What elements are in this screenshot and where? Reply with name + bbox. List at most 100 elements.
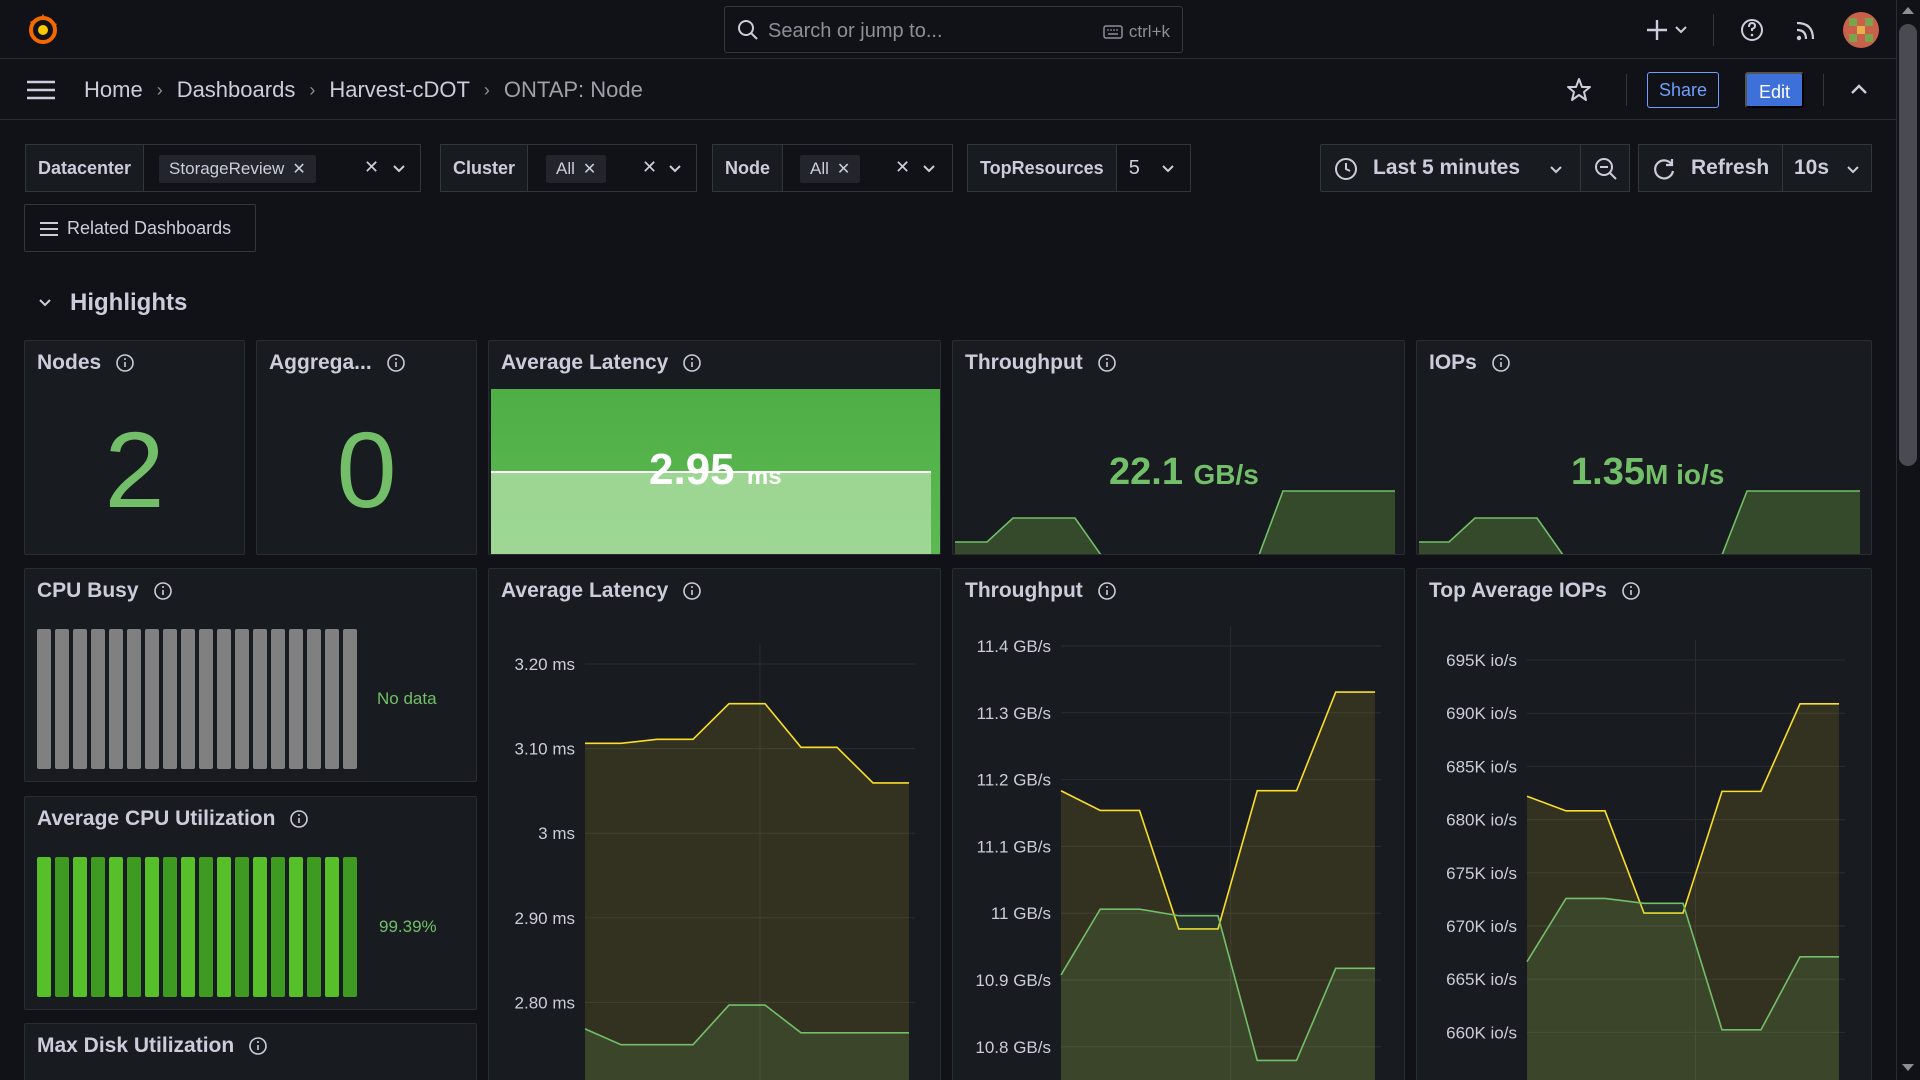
remove-chip-icon[interactable]: ✕ [582,161,597,178]
info-icon[interactable] [153,581,173,601]
gauge-bar [325,857,339,997]
scroll-up-icon[interactable] [1900,4,1916,16]
gauge-bar [271,857,285,997]
user-avatar[interactable] [1843,12,1879,48]
select-value: 5 [1128,157,1140,179]
avatar-image-icon [1843,12,1879,48]
chevron-down-icon[interactable] [1159,159,1177,177]
chevron-down-icon[interactable] [920,159,938,177]
panel-throughput-timeseries[interactable]: Throughput 11.4 GB/s 11.3 GB/s 11.2 GB/s 11… [952,568,1405,1080]
info-icon[interactable] [115,353,135,373]
info-icon[interactable] [682,353,702,373]
stat-sparkline [491,471,931,554]
y-tick-label: 3 ms [538,824,575,843]
y-tick-label: 685K io/s [1446,757,1517,776]
zoom-out-button[interactable] [1580,144,1630,192]
series-area [1527,898,1839,1080]
refresh-picker[interactable]: Refresh 10s [1638,144,1872,192]
gauge-bar [55,629,69,769]
refresh-icon[interactable] [1651,156,1677,182]
help-icon[interactable] [1734,12,1770,48]
node-select[interactable]: All ✕ ✕ [783,144,953,192]
chevron-up-icon[interactable] [1848,78,1870,100]
menu-icon[interactable] [25,78,57,102]
info-icon[interactable] [248,1036,268,1056]
chevron-down-icon[interactable] [36,294,54,312]
share-button[interactable]: Share [1647,72,1720,108]
info-icon[interactable] [1097,581,1117,601]
gauge-bar [127,629,141,769]
related-dashboards-button[interactable]: Related Dashboards [24,204,256,252]
news-rss-icon[interactable] [1788,12,1824,48]
panel-title: CPU Busy [37,579,173,603]
top-resources-select[interactable]: 5 [1116,144,1191,192]
clock-icon [1335,158,1357,180]
scrollbar-thumb[interactable] [1899,24,1917,466]
shortcut-label: ctrl+k [1128,22,1170,41]
breadcrumb-folder[interactable]: Harvest-cDOT [329,77,470,102]
series-area [585,1005,909,1080]
refresh-interval[interactable]: 10s [1794,156,1830,179]
gauge-bar [73,857,87,997]
panel-title-text: Average CPU Utilization [37,807,276,830]
clear-icon[interactable]: ✕ [642,157,658,177]
row-highlights[interactable]: Highlights [36,289,187,317]
y-tick-label: 11.2 GB/s [977,771,1051,790]
series-line [1526,702,1839,914]
stat-value: 1.35M io/s [1571,451,1724,494]
panel-aggregates[interactable]: Aggrega... 0 [256,340,477,555]
gauge-bar [163,857,177,997]
time-range-label: Last 5 minutes [1373,156,1521,179]
panel-nodes[interactable]: Nodes 2 [24,340,245,555]
panel-average-latency-timeseries[interactable]: Average Latency 3.20 ms 3.10 ms 3 ms 2.90 m… [488,568,941,1080]
info-icon[interactable] [386,353,406,373]
gauge-bar [91,629,105,769]
refresh-label[interactable]: Refresh [1691,156,1770,179]
clear-icon[interactable]: ✕ [364,157,380,177]
gauge-bar [289,857,303,997]
stat-number: 1.35 [1571,451,1645,493]
panel-title: Average Latency [501,579,702,603]
y-tick-label: 670K io/s [1446,917,1517,936]
chevron-down-icon[interactable] [666,159,684,177]
y-tick-label: 2.80 ms [515,993,575,1012]
info-icon[interactable] [1097,353,1117,373]
time-range-picker[interactable]: Last 5 minutes [1320,144,1584,192]
search-input[interactable]: Search or jump to... ctrl+k [724,6,1183,53]
panel-throughput-stat[interactable]: Throughput 22.1 GB/s [952,340,1405,555]
grafana-logo-icon[interactable] [24,10,62,48]
chevron-down-icon[interactable] [1844,160,1862,178]
breadcrumb-home[interactable]: Home [84,77,143,102]
info-icon[interactable] [1491,353,1511,373]
info-icon[interactable] [1621,581,1641,601]
scroll-down-icon[interactable] [1900,1062,1916,1074]
panel-top-average-iops-timeseries[interactable]: Top Average IOPs 695K io/s 690K io/s 685K … [1416,568,1872,1080]
breadcrumb-dashboards[interactable]: Dashboards [176,77,296,102]
panel-cpu-busy[interactable]: CPU Busy No data [24,568,477,782]
panel-max-disk-utilization[interactable]: Max Disk Utilization [24,1023,477,1080]
chevron-down-icon[interactable] [390,159,408,177]
cluster-select[interactable]: All ✕ ✕ [528,144,698,192]
list-icon [40,222,58,236]
info-icon[interactable] [682,581,702,601]
breadcrumb-separator: › [309,79,316,100]
panel-average-latency-stat[interactable]: Average Latency 2.95 ms [488,340,941,555]
panel-iops-stat[interactable]: IOPs 1.35M io/s [1416,340,1872,555]
series-line [1526,897,1839,1031]
add-new-icon[interactable] [1644,12,1692,48]
info-icon[interactable] [289,809,309,829]
star-icon[interactable] [1565,76,1593,104]
gauge-bar [127,857,141,997]
variable-label: Datacenter [25,144,145,192]
remove-chip-icon[interactable]: ✕ [292,161,306,178]
remove-chip-icon[interactable]: ✕ [836,161,851,178]
y-tick-label: 11 GB/s [991,904,1051,923]
panel-average-cpu-utilization[interactable]: Average CPU Utilization 99.39% [24,796,477,1010]
stat-number: 22.1 [1109,451,1183,493]
stat-value: 0 [336,409,397,530]
clear-icon[interactable]: ✕ [895,157,911,177]
edit-button[interactable]: Edit [1745,72,1805,108]
y-tick-label: 675K io/s [1446,864,1517,883]
datacenter-select[interactable]: StorageReview ✕ ✕ [144,144,422,192]
gauge-bar [253,629,267,769]
